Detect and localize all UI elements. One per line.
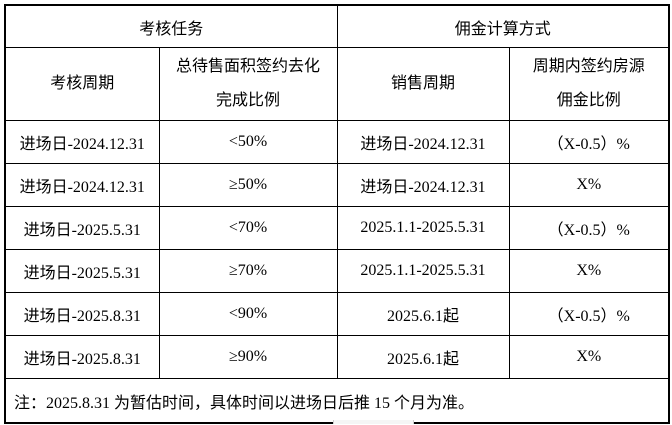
table-group-header-row: 考核任务 佣金计算方式 [4, 4, 670, 48]
table-resize-handle[interactable] [333, 420, 414, 424]
column-header-label: 销售周期 [391, 75, 456, 92]
cell-completion-ratio: <50% [158, 120, 338, 164]
table-note: 注：2025.8.31 为暂估时间，具体时间以进场日后推 15 个月为准。 [4, 378, 670, 424]
cell-completion-ratio: <90% [158, 292, 338, 336]
cell-assessment-period: 进场日-2025.5.31 [4, 206, 160, 250]
table-note-row: 注：2025.8.31 为暂估时间，具体时间以进场日后推 15 个月为准。 [4, 378, 670, 424]
cell-completion-ratio: <70% [158, 206, 338, 250]
cell-sales-period: 2025.6.1起 [336, 292, 510, 336]
column-header-sales-period: 销售周期 [336, 47, 510, 121]
column-header-label: 考核周期 [50, 75, 115, 92]
cell-completion-ratio: ≥50% [158, 163, 338, 207]
cell-commission-rate: X% [508, 335, 670, 379]
cell-commission-rate: X% [508, 163, 670, 207]
cell-commission-rate: X% [508, 249, 670, 293]
column-header-commission-rate: 周期内签约房源 佣金比例 [508, 47, 670, 121]
cell-sales-period: 2025.6.1起 [336, 335, 510, 379]
table-row: 进场日-2024.12.31 <50% 进场日-2024.12.31 （X-0.… [4, 120, 670, 164]
table-row: 进场日-2024.12.31 ≥50% 进场日-2024.12.31 X% [4, 163, 670, 207]
cell-assessment-period: 进场日-2024.12.31 [4, 120, 160, 164]
column-header-label-line1: 周期内签约房源 [532, 58, 645, 75]
table-column-header-row: 考核周期 总待售面积签约去化 完成比例 销售周期 周期内签约房源 佣金比例 [4, 47, 670, 121]
cell-sales-period: 进场日-2024.12.31 [336, 120, 510, 164]
column-header-completion-ratio: 总待售面积签约去化 完成比例 [158, 47, 338, 121]
cell-sales-period: 2025.1.1-2025.5.31 [336, 206, 510, 250]
cell-assessment-period: 进场日-2025.8.31 [4, 292, 160, 336]
column-header-label-line1: 总待售面积签约去化 [176, 58, 321, 75]
cell-sales-period: 进场日-2024.12.31 [336, 163, 510, 207]
column-header-assessment-period: 考核周期 [4, 47, 160, 121]
commission-table: 考核任务 佣金计算方式 考核周期 总待售面积签约去化 完成比例 销售周期 周期内… [4, 4, 671, 424]
cell-commission-rate: （X-0.5）% [508, 292, 670, 336]
cell-assessment-period: 进场日-2025.8.31 [4, 335, 160, 379]
group-header-assessment-task: 考核任务 [4, 4, 338, 48]
cell-assessment-period: 进场日-2025.5.31 [4, 249, 160, 293]
column-header-label-line2: 佣金比例 [556, 92, 621, 109]
table-row: 进场日-2025.8.31 ≥90% 2025.6.1起 X% [4, 335, 670, 379]
cell-sales-period: 2025.1.1-2025.5.31 [336, 249, 510, 293]
cell-commission-rate: （X-0.5）% [508, 206, 670, 250]
cell-completion-ratio: ≥70% [158, 249, 338, 293]
cell-assessment-period: 进场日-2024.12.31 [4, 163, 160, 207]
cell-completion-ratio: ≥90% [158, 335, 338, 379]
table-row: 进场日-2025.8.31 <90% 2025.6.1起 （X-0.5）% [4, 292, 670, 336]
column-header-label-line2: 完成比例 [216, 92, 281, 109]
table-row: 进场日-2025.5.31 <70% 2025.1.1-2025.5.31 （X… [4, 206, 670, 250]
group-header-commission-calculation: 佣金计算方式 [336, 4, 670, 48]
cell-commission-rate: （X-0.5）% [508, 120, 670, 164]
table-row: 进场日-2025.5.31 ≥70% 2025.1.1-2025.5.31 X% [4, 249, 670, 293]
